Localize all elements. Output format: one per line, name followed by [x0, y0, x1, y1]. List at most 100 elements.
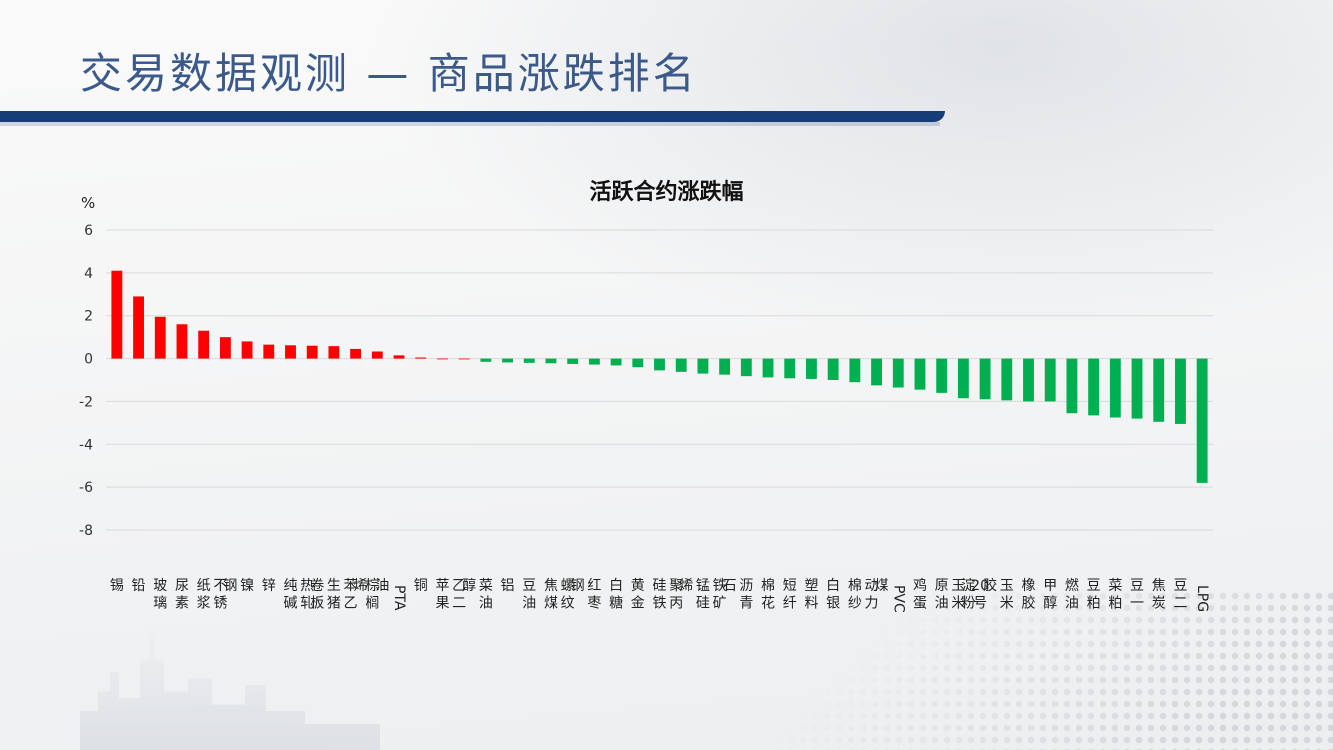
chart-bar [610, 358, 622, 366]
chart-bar [393, 355, 405, 359]
chart-bar [871, 358, 882, 386]
chart-bar [675, 358, 687, 372]
chart-bar [1044, 358, 1056, 402]
x-tick-label: 白糖 [609, 578, 623, 612]
x-tick-label: 动力煤 [865, 578, 889, 612]
chart-bar [263, 344, 275, 359]
x-tick-label: 苯乙烯 [344, 577, 368, 612]
chart-bar [567, 358, 579, 364]
x-tick-label: 聚丙烯 [669, 578, 693, 612]
y-tick-label: -8 [79, 523, 93, 539]
x-tick-label: 玉米淀粉 [951, 578, 975, 612]
x-tick-label: 热轧卷板 [300, 578, 324, 612]
chart-bar [1196, 358, 1208, 483]
x-tick-label: 豆油 [522, 578, 536, 612]
chart-bar [588, 358, 600, 365]
header-bar-shadow [0, 122, 940, 126]
x-tick-label: 螺纹钢 [561, 578, 585, 612]
x-tick-label: 纸浆 [197, 578, 211, 612]
x-tick-label: LPG [1194, 585, 1210, 612]
y-tick-label: -4 [79, 437, 93, 453]
chart-bar [480, 358, 492, 362]
y-tick-label: 4 [84, 266, 93, 282]
x-tick-label: 铁矿石 [713, 578, 737, 612]
dot-pattern-decoration [773, 590, 1333, 750]
chart-bar [849, 358, 861, 383]
chart-bar [1088, 358, 1100, 416]
x-tick-label: 原油 [935, 578, 949, 612]
chart-bar [719, 358, 731, 375]
y-tick-label: 6 [84, 223, 93, 239]
x-tick-label: 锡 [110, 578, 124, 594]
chart-bar [241, 341, 253, 359]
chart-bar [1023, 358, 1034, 402]
x-tick-label: PTA [391, 585, 407, 611]
x-tick-label: 豆一 [1130, 578, 1144, 612]
x-tick-label: 塑料 [804, 578, 818, 612]
chart-bar [502, 358, 513, 363]
x-tick-label: 豆粕 [1087, 578, 1101, 612]
chart-bar [914, 358, 926, 390]
chart-bar [154, 316, 166, 359]
x-tick-label: 豆二 [1173, 578, 1187, 612]
chart-bar [784, 358, 796, 379]
chart-bar [133, 296, 144, 359]
chart-bar [1175, 358, 1186, 424]
y-tick-label: -6 [79, 480, 93, 496]
chart-bar [328, 346, 340, 359]
x-tick-label: 棉纱 [848, 577, 862, 612]
chart-bar [111, 270, 123, 359]
chart-bar [176, 324, 188, 359]
chart-bar [892, 358, 904, 388]
x-tick-label: 硅铁 [653, 578, 667, 612]
x-tick-label: 铜 [414, 578, 428, 594]
chart-bar [1066, 358, 1078, 414]
chart-bar [1001, 358, 1013, 401]
x-tick-label: 玻璃 [153, 578, 167, 612]
x-tick-label: 乙二醇 [452, 577, 476, 612]
x-tick-label: 鸡蛋 [913, 577, 927, 612]
chart-bar [632, 358, 644, 368]
x-tick-label: 菜粕 [1108, 578, 1122, 612]
chart-bar [198, 330, 210, 359]
x-tick-label: 尿素 [175, 578, 189, 612]
chart-bar [827, 358, 839, 380]
chart-bar [458, 358, 470, 360]
chart-bar [957, 358, 969, 399]
chart-bar [936, 358, 948, 393]
y-tick-label: -2 [79, 394, 93, 410]
chart-bar [1153, 358, 1165, 422]
x-tick-label: 焦炭 [1152, 578, 1166, 612]
chart-bar [762, 358, 774, 378]
chart-bar [371, 351, 383, 359]
y-tick-label: 0 [84, 352, 93, 368]
x-tick-label: 玉米 [1000, 578, 1014, 612]
chart-bar [654, 358, 665, 371]
x-tick-label: 红枣 [587, 578, 601, 612]
chart-bar [1131, 358, 1143, 419]
chart-bar [523, 358, 535, 363]
x-tick-label: 铝 [501, 578, 515, 594]
x-tick-label: 短纤 [783, 578, 797, 612]
x-tick-label: 不锈钢 [213, 578, 237, 612]
x-tick-label: 纯碱 [284, 578, 298, 612]
chart-bar [697, 358, 709, 374]
chart-bar [437, 358, 448, 360]
x-tick-label: 锰硅 [696, 578, 710, 612]
x-tick-label: 苹果 [435, 578, 449, 612]
x-tick-label: 沥青 [739, 578, 753, 612]
x-tick-label: 甲醇 [1043, 578, 1057, 612]
chart-bar [1109, 358, 1121, 418]
x-tick-label: 20 号胶 [971, 577, 997, 612]
slide-title: 交易数据观测 — 商品涨跌排名 [80, 49, 698, 98]
x-tick-label: 焦煤 [544, 578, 558, 612]
x-tick-label: 铅 [132, 578, 146, 594]
x-tick-label: 白银 [826, 578, 840, 612]
y-tick-label: 2 [84, 309, 93, 325]
chart-bar [219, 337, 231, 359]
x-tick-label: 黄金 [631, 577, 645, 612]
x-tick-label: 燃油 [1065, 577, 1079, 612]
x-tick-label: 生猪 [327, 578, 341, 612]
chart-bar [415, 357, 427, 359]
